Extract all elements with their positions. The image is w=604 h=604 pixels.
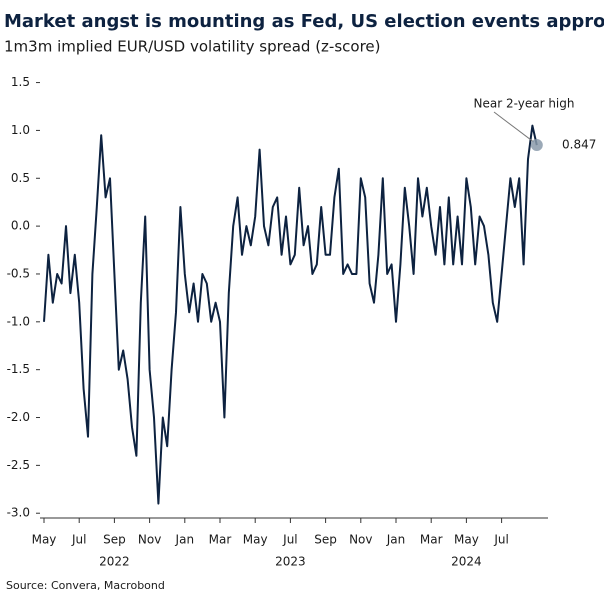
highlight-point: [530, 139, 543, 152]
y-tick-label: -3.0: [7, 506, 30, 520]
x-tick-label: Jan: [175, 533, 195, 547]
chart-subtitle: 1m3m implied EUR/USD volatility spread (…: [4, 38, 381, 56]
x-tick-label: Jul: [493, 533, 508, 547]
x-tick-label: Mar: [420, 533, 443, 547]
x-tick-label: Sep: [103, 533, 126, 547]
x-tick-label: Jan: [386, 533, 406, 547]
x-tick-label: May: [243, 533, 268, 547]
chart-title: Market angst is mounting as Fed, US elec…: [4, 11, 604, 32]
y-tick-label: 0.5: [11, 171, 30, 185]
x-tick-label: Jul: [71, 533, 86, 547]
y-tick-label: 0.0: [11, 219, 30, 233]
source: Source: Convera, Macrobond: [6, 579, 165, 592]
y-tick-label: -1.5: [7, 362, 30, 376]
x-tick-label: Nov: [138, 533, 161, 547]
x-tick-label: Mar: [209, 533, 232, 547]
y-tick-label: 1.0: [11, 123, 30, 137]
value-label: 0.847: [562, 138, 596, 152]
line: [43, 124, 538, 505]
y-tick-label: -1.0: [7, 314, 30, 328]
x-tick-label: May: [454, 533, 479, 547]
y-tick-label: 1.5: [11, 75, 30, 89]
y-tick-label: -2.0: [7, 410, 30, 424]
year-label: 2023: [275, 555, 306, 569]
x-tick-label: Nov: [349, 533, 372, 547]
x-tick-label: Sep: [314, 533, 337, 547]
y-tick-label: -2.5: [7, 458, 30, 472]
x-tick-label: May: [32, 533, 57, 547]
year-label: 2024: [451, 555, 482, 569]
x-tick-label: Jul: [282, 533, 297, 547]
year-label: 2022: [99, 555, 130, 569]
y-tick-label: -0.5: [7, 266, 30, 280]
annotation: Near 2-year high: [474, 97, 575, 111]
annotation-leader: [493, 111, 535, 143]
